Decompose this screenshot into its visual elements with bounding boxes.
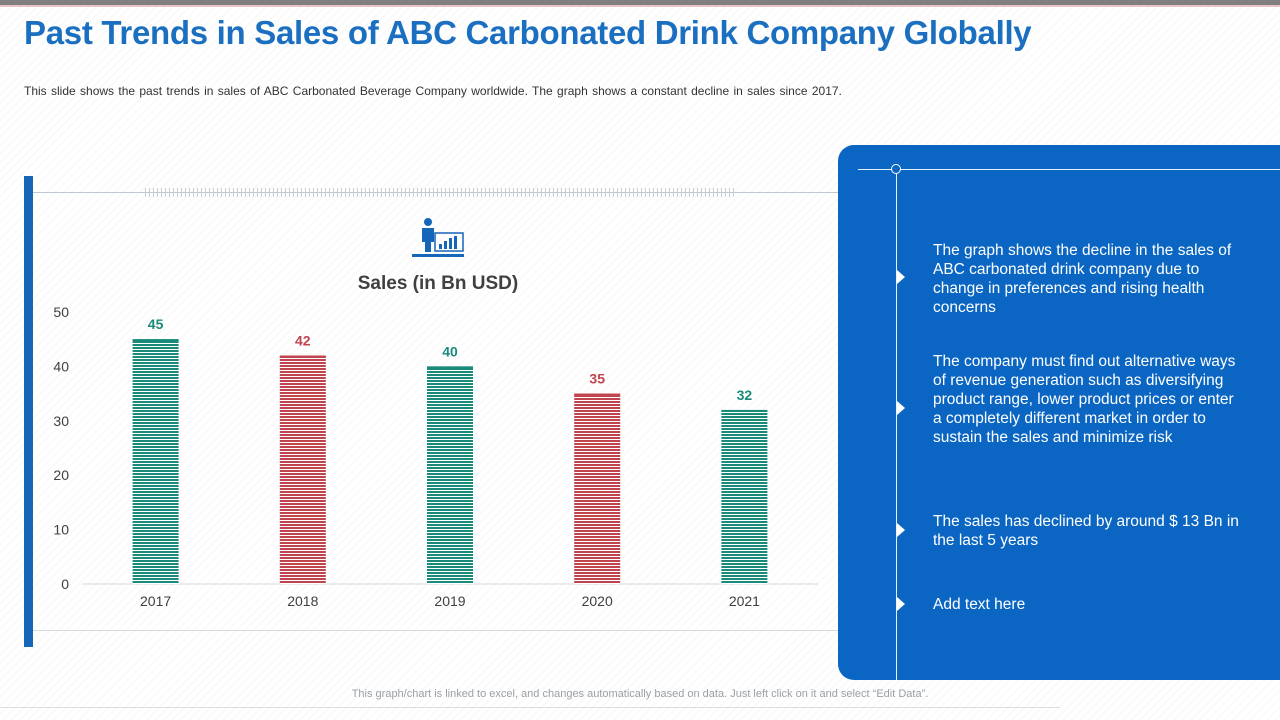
presenter-chart-icon bbox=[412, 218, 464, 257]
x-tick-label: 2020 bbox=[582, 593, 613, 609]
panel-timeline-line bbox=[896, 169, 897, 680]
y-tick-label: 10 bbox=[53, 522, 69, 538]
x-tick-label: 2019 bbox=[434, 593, 465, 609]
data-label: 40 bbox=[442, 343, 458, 359]
data-label: 42 bbox=[295, 333, 311, 349]
insights-panel: The graph shows the decline in the sales… bbox=[838, 145, 1280, 680]
insight-item[interactable]: The company must find out alternative wa… bbox=[933, 353, 1236, 446]
bar-2018[interactable] bbox=[279, 355, 326, 584]
data-label: 32 bbox=[737, 387, 753, 403]
bar-2017[interactable] bbox=[132, 339, 179, 584]
panel-horizontal-line bbox=[858, 169, 1280, 170]
bar-cap bbox=[279, 355, 326, 358]
footer-divider bbox=[0, 707, 1060, 708]
bar-2020[interactable] bbox=[574, 393, 621, 584]
insight-placeholder[interactable]: Add text here bbox=[933, 596, 1026, 613]
chart-accent-bar bbox=[24, 176, 33, 647]
y-tick-label: 40 bbox=[53, 358, 69, 374]
y-tick-label: 50 bbox=[53, 304, 69, 320]
bullet-arrow-icon bbox=[897, 270, 905, 284]
x-tick-label: 2017 bbox=[140, 593, 171, 609]
page-title: Past Trends in Sales of ABC Carbonated D… bbox=[24, 14, 1032, 51]
bullet-arrow-icon bbox=[897, 401, 905, 415]
chart-title: Sales (in Bn USD) bbox=[358, 273, 518, 294]
bar-cap bbox=[427, 366, 473, 369]
sales-bar-chart[interactable]: Sales (in Bn USD) 0 10 20 30 40 50 45 42 40 35 32… bbox=[33, 260, 839, 630]
timeline-dot-icon bbox=[891, 164, 901, 174]
y-tick-label: 0 bbox=[61, 576, 69, 592]
y-tick-label: 30 bbox=[53, 413, 69, 429]
bar-2021[interactable] bbox=[721, 409, 768, 584]
y-tick-label: 20 bbox=[53, 467, 69, 483]
bar-cap bbox=[132, 339, 179, 342]
x-tick-label: 2018 bbox=[287, 593, 318, 609]
insight-item[interactable]: The graph shows the decline in the sales… bbox=[933, 242, 1232, 316]
insight-item[interactable]: The sales has declined by around $ 13 Bn… bbox=[933, 513, 1239, 549]
chart-bottom-divider bbox=[33, 630, 839, 631]
bullet-arrow-icon bbox=[897, 597, 905, 611]
top-border bbox=[0, 0, 1280, 7]
data-label: 45 bbox=[148, 316, 164, 332]
bullet-arrow-icon bbox=[897, 523, 905, 537]
page-subtitle: This slide shows the past trends in sale… bbox=[24, 84, 842, 98]
chart-top-hatch bbox=[145, 188, 735, 197]
bar-cap bbox=[574, 393, 621, 396]
x-tick-label: 2021 bbox=[729, 593, 760, 609]
chart-footnote: This graph/chart is linked to excel, and… bbox=[351, 688, 929, 700]
bar-2019[interactable] bbox=[427, 366, 473, 584]
bar-cap bbox=[721, 409, 768, 412]
data-label: 35 bbox=[589, 371, 605, 387]
